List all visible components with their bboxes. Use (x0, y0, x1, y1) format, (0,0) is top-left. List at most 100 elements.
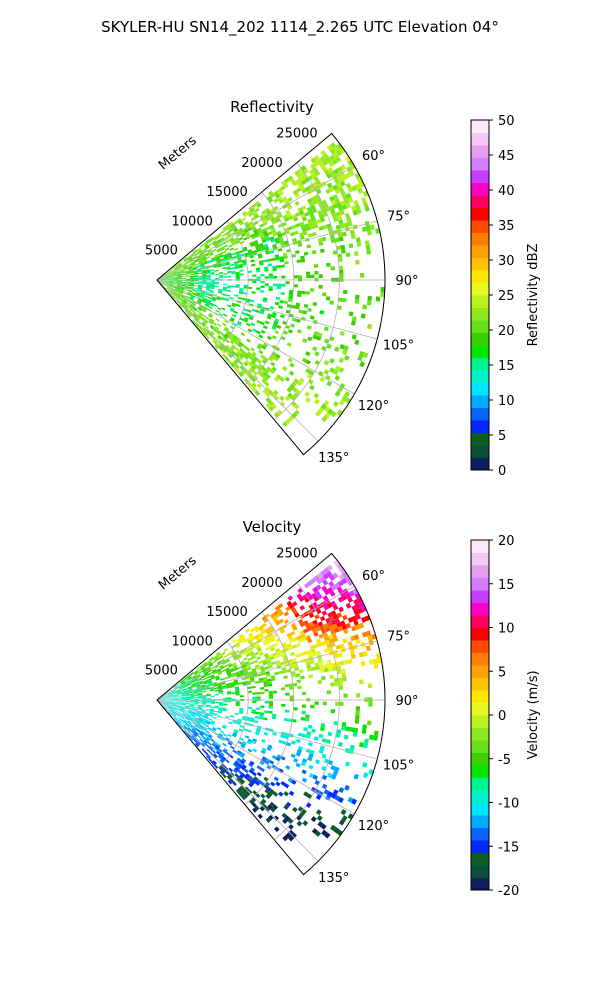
colorbar-swatch (471, 865, 489, 878)
colorbar-swatch (471, 182, 489, 196)
colorbar-swatch (471, 220, 489, 233)
range-tick-label: 10000 (172, 214, 213, 229)
range-tick-label: 5000 (145, 664, 178, 679)
angle-spoke (156, 279, 355, 395)
range-tick-label: 15000 (206, 185, 247, 200)
angle-tick-label: 105° (383, 759, 414, 774)
colorbar-tick-label: -5 (498, 753, 511, 768)
colorbar-swatch (471, 715, 489, 728)
colorbar-swatch (471, 320, 489, 333)
colorbar-tick-label: 25 (498, 289, 515, 304)
angle-tick-label: 60° (362, 569, 385, 584)
colorbar-tick-label: -20 (498, 884, 519, 899)
angle-tick-label: 135° (318, 451, 349, 466)
velocity-panel: Velocity 5000 10000 15000 20000 25000 60° 75° 90… (145, 518, 419, 886)
colorbar-tick-label: 0 (498, 709, 506, 724)
range-tick-label: 20000 (241, 156, 282, 171)
colorbar-swatch (471, 420, 489, 433)
colorbar-swatch (471, 790, 489, 803)
colorbar-swatch (471, 652, 489, 666)
angle-tick-label: 135° (318, 871, 349, 886)
colorbar-swatch (471, 332, 489, 346)
colorbar-swatch (471, 445, 489, 458)
colorbar-swatch (471, 752, 489, 766)
colorbar-swatch (471, 627, 489, 641)
colorbar-swatch (471, 602, 489, 616)
colorbar-swatch (471, 382, 489, 396)
colorbar-swatch (471, 740, 489, 753)
velocity-colorbar: -20 -15 -10 -5 0 5 10 15 20 Velocity (m/s) (470, 534, 541, 899)
angle-tick-label: 105° (383, 339, 414, 354)
reflectivity-title: Reflectivity (230, 98, 314, 116)
colorbar-swatch (471, 565, 489, 578)
angle-tick-label: 90° (395, 274, 418, 289)
angle-spoke (156, 279, 378, 340)
range-ring (273, 582, 340, 841)
figure-suptitle: SKYLER-HU SN14_202 1114_2.265 UTC Elevat… (101, 18, 499, 37)
angle-tick-label: 120° (358, 399, 389, 414)
colorbar-swatch (471, 802, 489, 816)
sector-frame (156, 132, 386, 456)
colorbar-tick-label: 30 (498, 254, 515, 269)
colorbar-swatch (471, 765, 489, 778)
range-ring (273, 162, 340, 421)
sector-frame (156, 552, 386, 876)
velocity-data-field (159, 559, 382, 842)
colorbar-swatch (471, 432, 489, 446)
angle-tick-label: 75° (387, 629, 410, 644)
colorbar-tick-label: 5 (498, 665, 506, 680)
colorbar-swatch (471, 815, 489, 828)
colorbar-swatch (471, 877, 489, 891)
angle-spoke (156, 699, 378, 760)
range-tick-label: 20000 (241, 576, 282, 591)
angle-spoke (156, 279, 319, 442)
angle-spoke (156, 165, 355, 281)
colorbar-label: Reflectivity dBZ (526, 244, 541, 347)
reflectivity-panel: Reflectivity 5000 10000 15000 20000 25000 60° 7… (145, 98, 419, 466)
colorbar-tick-label: 10 (498, 394, 515, 409)
colorbar-swatch (471, 120, 489, 133)
colorbar-tick-label: -15 (498, 840, 519, 855)
colorbar-swatch (471, 590, 489, 603)
colorbar-swatch (471, 615, 489, 628)
colorbar-swatch (471, 827, 489, 841)
colorbar-swatch (471, 640, 489, 653)
reflectivity-data-field (159, 142, 385, 428)
angle-spoke (156, 699, 319, 862)
angle-tick-label: 60° (362, 149, 385, 164)
colorbar-swatch (471, 777, 489, 791)
reflectivity-colorbar: 0 5 10 15 20 25 30 35 40 45 50 Reflectivity dBZ (470, 114, 541, 479)
colorbar-swatch (471, 690, 489, 703)
colorbar-swatch (471, 727, 489, 741)
colorbar-swatch (471, 132, 489, 146)
colorbar-swatch (471, 207, 489, 221)
angle-spoke (156, 220, 378, 281)
colorbar-swatch (471, 540, 489, 553)
angle-tick-label: 120° (358, 819, 389, 834)
range-ring (215, 221, 249, 351)
colorbar-swatch (471, 270, 489, 283)
colorbar-tick-label: 40 (498, 184, 515, 199)
colorbar-tick-label: 15 (498, 359, 515, 374)
colorbar-label: Velocity (m/s) (526, 670, 541, 759)
colorbar-swatch (471, 577, 489, 591)
colorbar-swatch (471, 677, 489, 691)
colorbar-tick-label: 10 (498, 622, 515, 637)
range-ring (244, 611, 295, 806)
range-ring (215, 641, 249, 771)
colorbar-tick-label: 45 (498, 149, 515, 164)
colorbar-swatch (471, 257, 489, 271)
angle-spoke (156, 585, 355, 701)
angle-tick-label: 90° (395, 694, 418, 709)
colorbar-swatch (471, 345, 489, 358)
colorbar-swatch (471, 840, 489, 853)
colorbar-swatch (471, 145, 489, 158)
colorbar-tick-label: 50 (498, 114, 515, 129)
angle-tick-label: 75° (387, 209, 410, 224)
range-axis-label: Meters (156, 133, 200, 173)
colorbar-swatch (471, 295, 489, 308)
colorbar-tick-label: 35 (498, 219, 515, 234)
colorbar-tick-label: -10 (498, 797, 519, 812)
colorbar-swatch (471, 232, 489, 246)
